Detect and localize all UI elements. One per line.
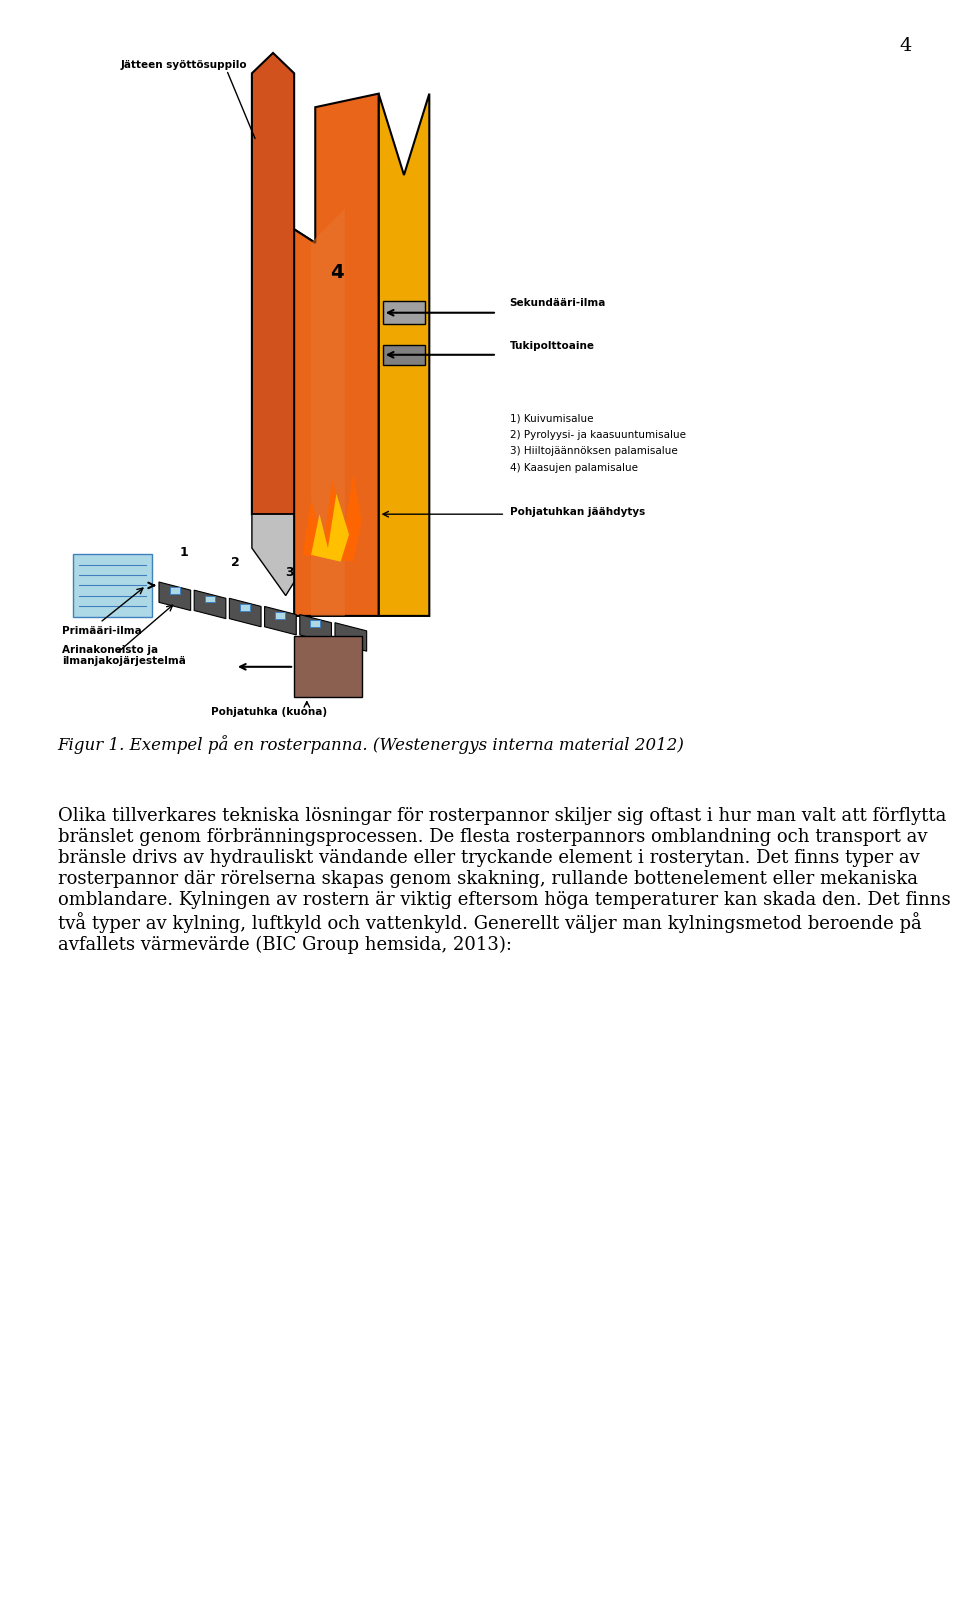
Text: Primääri-ilma: Primääri-ilma: [61, 626, 141, 636]
Text: Jätteen syöttösuppilo: Jätteen syöttösuppilo: [121, 60, 248, 69]
Bar: [310, 621, 321, 628]
Polygon shape: [302, 475, 362, 562]
Bar: [276, 612, 285, 620]
Bar: [170, 587, 180, 596]
Polygon shape: [378, 95, 429, 617]
Polygon shape: [300, 615, 331, 644]
Polygon shape: [265, 607, 297, 636]
Text: Pohjatuhka (kuona): Pohjatuhka (kuona): [211, 707, 326, 717]
Text: Pohjatuhkan jäähdytys: Pohjatuhkan jäähdytys: [510, 507, 645, 516]
Polygon shape: [252, 53, 315, 515]
FancyBboxPatch shape: [383, 345, 425, 366]
Text: 3: 3: [286, 567, 294, 579]
Text: Sekundääri-ilma: Sekundääri-ilma: [510, 299, 606, 308]
Text: 1: 1: [180, 546, 189, 558]
FancyBboxPatch shape: [294, 638, 362, 697]
Polygon shape: [194, 591, 226, 620]
Polygon shape: [294, 95, 378, 617]
Bar: [240, 604, 250, 612]
FancyBboxPatch shape: [73, 554, 153, 618]
Bar: [204, 596, 215, 604]
Polygon shape: [159, 583, 191, 612]
Text: 2: 2: [230, 555, 239, 568]
Text: Figur 1. Exempel på en rosterpanna. (Westenergys interna material 2012): Figur 1. Exempel på en rosterpanna. (Wes…: [58, 734, 684, 754]
Polygon shape: [335, 623, 367, 652]
FancyBboxPatch shape: [383, 302, 425, 324]
Text: 4: 4: [900, 37, 912, 55]
Text: Tukipolttoaine: Tukipolttoaine: [510, 341, 594, 350]
Polygon shape: [252, 515, 315, 596]
Text: 1) Kuivumisalue
2) Pyrolyysi- ja kaasuuntumisalue
3) Hiiltojäännöksen palamisalu: 1) Kuivumisalue 2) Pyrolyysi- ja kaasuun…: [510, 413, 685, 473]
Text: Arinakoneisto ja
ilmanjakojärjestelmä: Arinakoneisto ja ilmanjakojärjestelmä: [61, 644, 185, 667]
Polygon shape: [229, 599, 261, 628]
Polygon shape: [311, 210, 345, 617]
Polygon shape: [311, 494, 349, 562]
Text: Olika tillverkares tekniska lösningar för rosterpannor skiljer sig oftast i hur : Olika tillverkares tekniska lösningar fö…: [58, 807, 950, 954]
Text: 4: 4: [329, 263, 343, 281]
